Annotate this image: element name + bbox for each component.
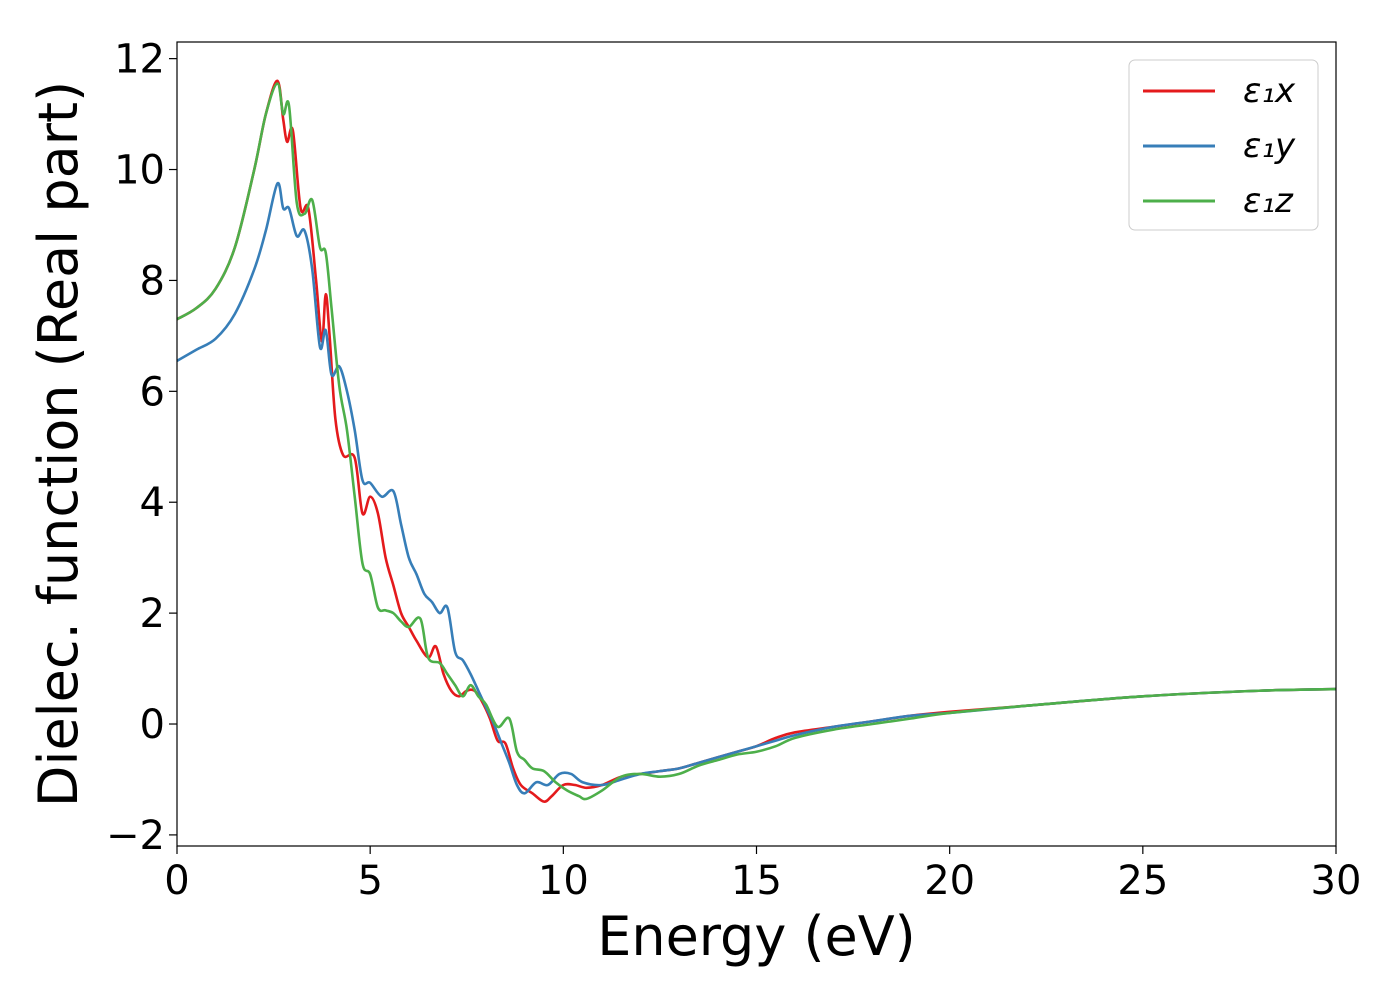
y-tick-label: 8: [140, 258, 165, 304]
y-tick-label: 2: [140, 591, 165, 637]
y-tick-label: −2: [106, 813, 165, 859]
series-line-3: [176, 82, 1337, 801]
legend-box: [1128, 59, 1319, 231]
y-axis-title: Dielec. function (Real part): [27, 81, 90, 807]
y-tick-label: 6: [140, 369, 165, 415]
x-tick-label: 10: [538, 858, 589, 904]
x-tick-label: 0: [164, 858, 189, 904]
y-tick-label: 12: [114, 37, 165, 83]
x-tick-label: 20: [924, 858, 975, 904]
x-axis-title: Energy (eV): [597, 905, 916, 968]
y-tick-label: 4: [140, 480, 165, 526]
x-tick-label: 15: [731, 858, 782, 904]
legend-label-1: ε₁x: [1243, 71, 1296, 111]
legend: ε₁x ε₁y ε₁z: [1128, 59, 1319, 231]
series-layer: [176, 79, 1337, 803]
legend-entries: ε₁x ε₁y ε₁z: [1143, 71, 1296, 221]
x-tick-label: 30: [1311, 858, 1362, 904]
y-tick-label: 10: [114, 148, 165, 194]
legend-label-2: ε₁y: [1243, 126, 1296, 166]
y-tick-label: 0: [140, 702, 165, 748]
x-tick-label: 5: [357, 858, 382, 904]
x-tick-label: 25: [1117, 858, 1168, 904]
series-line-2: [176, 181, 1337, 795]
legend-label-3: ε₁z: [1243, 181, 1294, 221]
